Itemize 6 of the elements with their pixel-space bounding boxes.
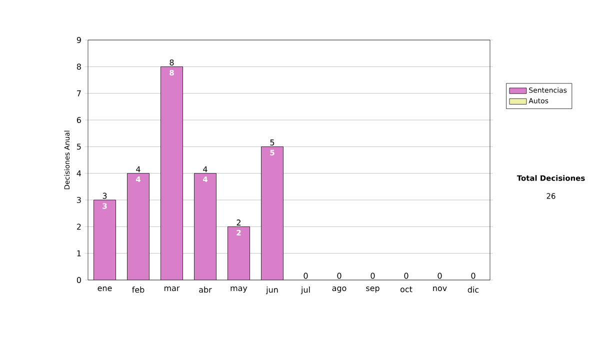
bar xyxy=(160,66,183,280)
bar xyxy=(94,200,116,280)
bar xyxy=(127,173,150,280)
bar xyxy=(261,146,284,280)
bar xyxy=(228,226,250,280)
bar xyxy=(194,173,216,280)
